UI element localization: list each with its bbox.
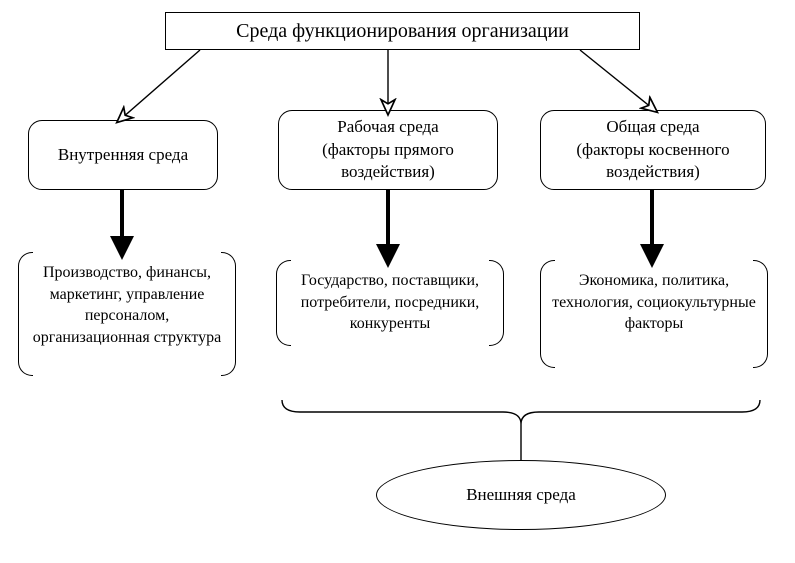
arrow-root-to-internal	[122, 50, 200, 118]
general-env-label: Общая среда (факторы косвенного воздейст…	[553, 116, 753, 185]
working-env-node: Рабочая среда (факторы прямого воздейств…	[278, 110, 498, 190]
arrow-root-to-general	[580, 50, 652, 108]
group-brace	[282, 400, 760, 424]
general-details-node: Экономика, политика, технология, социоку…	[546, 260, 762, 368]
internal-env-label: Внутренняя среда	[58, 144, 188, 167]
internal-details-node: Производство, финансы, маркетинг, управл…	[24, 252, 230, 376]
external-env-ellipse: Внешняя среда	[376, 460, 666, 530]
general-details-label: Экономика, политика, технология, социоку…	[552, 272, 756, 332]
general-env-node: Общая среда (факторы косвенного воздейст…	[540, 110, 766, 190]
root-label: Среда функционирования организации	[236, 20, 569, 43]
working-env-label: Рабочая среда (факторы прямого воздейств…	[291, 116, 485, 185]
external-env-label: Внешняя среда	[466, 485, 576, 505]
internal-details-label: Производство, финансы, маркетинг, управл…	[33, 264, 221, 346]
working-details-node: Государство, поставщики, потребители, по…	[282, 260, 498, 346]
root-node: Среда функционирования организации	[165, 12, 640, 50]
working-details-label: Государство, поставщики, потребители, по…	[301, 272, 480, 332]
internal-env-node: Внутренняя среда	[28, 120, 218, 190]
